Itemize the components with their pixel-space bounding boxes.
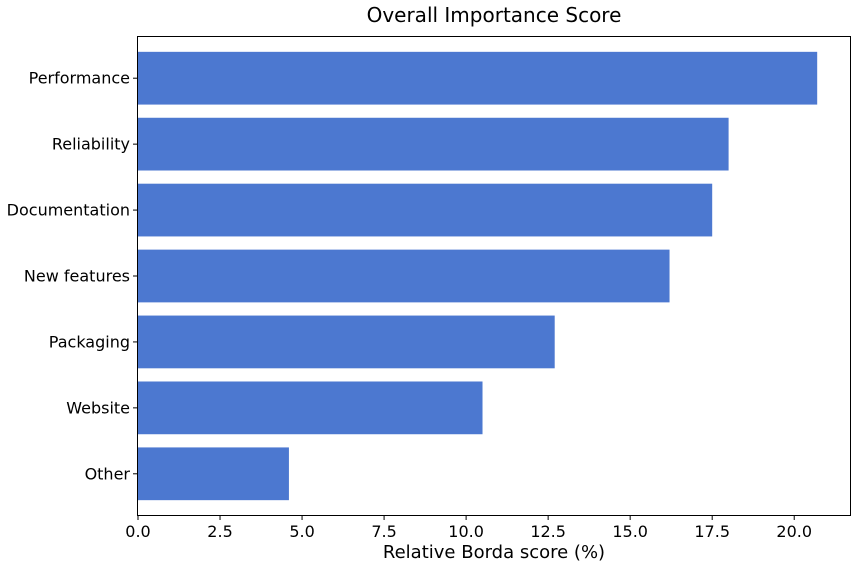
x-axis-label: Relative Borda score (%) [383,542,605,563]
bar-other [138,447,289,501]
y-tick-label: New features [24,267,130,286]
x-tick-label: 17.5 [694,522,730,541]
y-axis-ticks: Performance Reliability Documentation New f… [7,69,138,483]
x-axis-ticks: 0.0 2.5 5.0 7.5 10.0 12.5 15.0 17.5 20.0 [125,515,812,541]
y-tick-label: Documentation [7,201,130,220]
y-tick-label: Performance [29,69,130,88]
chart-title: Overall Importance Score [367,3,622,27]
plot-frame [137,36,851,516]
x-tick-label: 0.0 [125,522,150,541]
bar-performance [138,51,818,105]
y-tick-label: Website [66,398,130,417]
y-tick-label: Packaging [49,332,130,351]
bar-new-features [138,249,670,303]
bar-website [138,381,483,435]
x-tick-label: 2.5 [207,522,232,541]
bar-reliability [138,117,729,171]
bar-packaging [138,315,555,369]
x-tick-label: 5.0 [289,522,314,541]
x-tick-label: 20.0 [776,522,812,541]
bar-documentation [138,183,713,237]
y-tick-label: Reliability [52,135,130,154]
x-tick-label: 7.5 [371,522,396,541]
y-tick-label: Other [85,464,131,483]
x-tick-label: 10.0 [448,522,484,541]
x-tick-label: 15.0 [612,522,648,541]
bars-layer [138,51,818,501]
x-tick-label: 12.5 [530,522,566,541]
